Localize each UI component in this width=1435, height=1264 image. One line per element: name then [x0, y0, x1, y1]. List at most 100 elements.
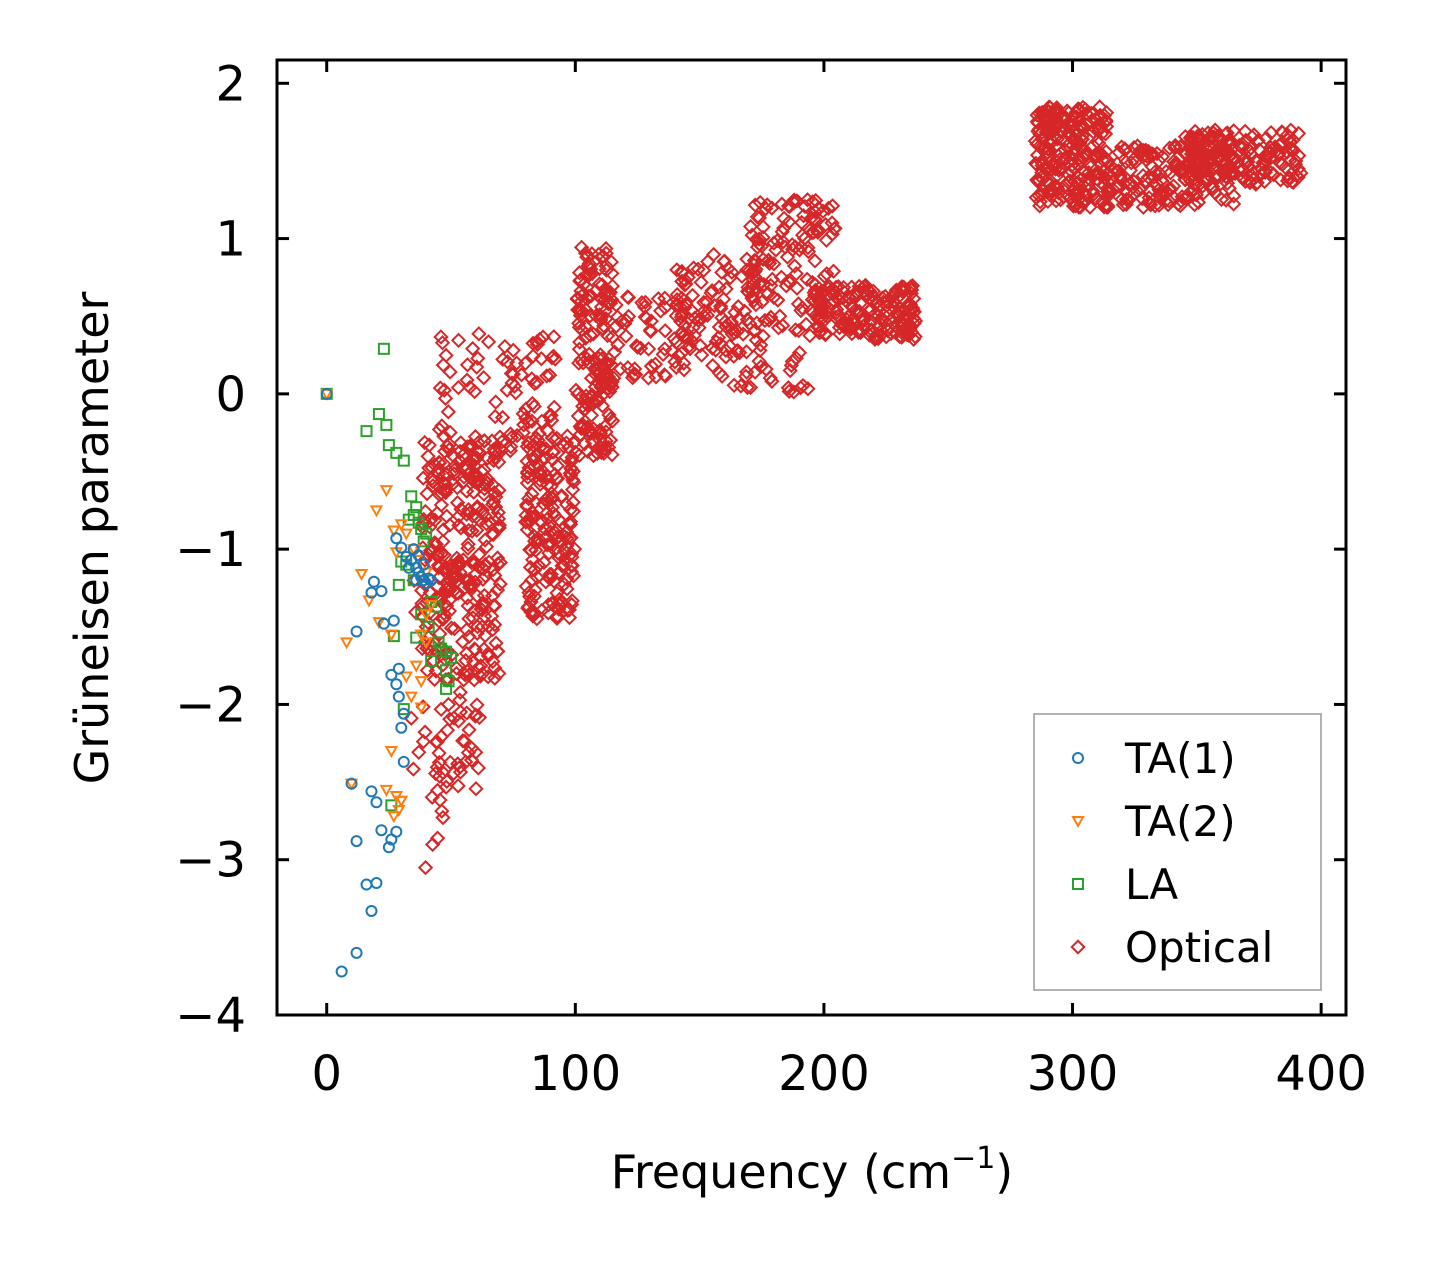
data-point	[874, 313, 890, 329]
data-point	[1290, 169, 1306, 185]
data-point	[657, 323, 673, 339]
x-tick-label: 300	[1027, 1046, 1119, 1102]
data-point	[439, 722, 456, 738]
legend-marker-la	[1072, 878, 1084, 890]
data-point	[442, 571, 458, 587]
data-point	[470, 350, 486, 367]
data-point	[1081, 165, 1097, 181]
data-point	[573, 239, 590, 256]
data-point	[1089, 133, 1105, 150]
data-point	[451, 517, 467, 534]
data-point	[1062, 162, 1079, 179]
data-point	[753, 337, 769, 353]
data-point	[1036, 104, 1053, 120]
data-point	[650, 291, 667, 307]
data-point	[547, 466, 563, 483]
data-point	[1179, 189, 1195, 205]
data-point	[487, 660, 503, 676]
data-point	[770, 292, 786, 308]
data-point	[794, 227, 811, 243]
data-point	[588, 367, 604, 383]
data-point	[545, 348, 562, 364]
data-point	[1185, 154, 1201, 170]
data-point	[793, 302, 809, 319]
data-point	[1152, 186, 1168, 202]
data-point	[419, 609, 433, 622]
data-point	[807, 282, 824, 298]
data-point	[518, 497, 535, 513]
data-point	[571, 315, 587, 331]
data-point	[690, 261, 706, 277]
data-point	[869, 326, 885, 343]
data-point	[741, 263, 758, 279]
data-point	[461, 667, 477, 683]
data-point	[572, 334, 588, 350]
data-point	[459, 590, 475, 606]
data-point	[493, 442, 510, 459]
data-point	[425, 478, 441, 494]
data-point	[526, 398, 542, 415]
data-point	[520, 435, 537, 451]
data-point	[1132, 142, 1148, 159]
data-point	[1047, 138, 1064, 155]
data-point	[434, 418, 450, 434]
data-point	[1136, 147, 1152, 164]
data-point	[524, 413, 540, 429]
data-point	[557, 552, 574, 568]
data-point	[424, 600, 438, 613]
data-point	[1178, 156, 1195, 172]
data-point	[1123, 155, 1139, 171]
data-point	[1141, 190, 1157, 206]
data-point	[576, 436, 593, 452]
data-point	[598, 311, 614, 327]
data-point	[1225, 196, 1242, 212]
data-point	[471, 709, 488, 726]
data-point	[778, 278, 794, 294]
data-point	[810, 311, 826, 327]
data-point	[784, 353, 800, 370]
data-point	[461, 522, 477, 539]
data-point	[395, 541, 408, 554]
data-point	[488, 499, 504, 515]
data-point	[350, 946, 363, 959]
data-point	[564, 481, 581, 498]
data-point	[526, 375, 543, 392]
data-point	[1095, 125, 1111, 141]
data-point	[1043, 162, 1060, 178]
data-point	[549, 608, 566, 624]
data-point	[618, 328, 634, 344]
data-point	[458, 622, 475, 638]
data-point	[627, 361, 643, 377]
data-point	[531, 331, 548, 348]
data-point	[1201, 133, 1217, 149]
y-tick-label: 1	[215, 212, 246, 268]
data-point	[452, 764, 469, 780]
data-point	[438, 598, 455, 614]
data-point	[503, 438, 519, 455]
data-point	[468, 781, 484, 797]
data-point	[450, 713, 467, 729]
data-point	[480, 645, 496, 662]
data-point	[618, 312, 634, 329]
data-point	[798, 316, 814, 333]
data-point	[591, 438, 608, 455]
data-point	[472, 513, 488, 529]
data-point	[455, 733, 471, 749]
data-point	[414, 676, 428, 689]
data-point	[724, 326, 741, 343]
data-point	[372, 617, 386, 630]
data-point	[799, 271, 815, 287]
data-point	[758, 361, 774, 377]
data-point	[380, 418, 393, 431]
data-point	[730, 299, 746, 315]
data-point	[1165, 154, 1182, 170]
data-point	[747, 197, 763, 213]
data-point	[876, 307, 892, 323]
data-point	[527, 605, 543, 621]
y-tick-label: −4	[175, 988, 246, 1044]
data-point	[1218, 192, 1234, 208]
data-point	[417, 859, 434, 876]
data-point	[591, 261, 607, 277]
data-point	[584, 433, 601, 449]
